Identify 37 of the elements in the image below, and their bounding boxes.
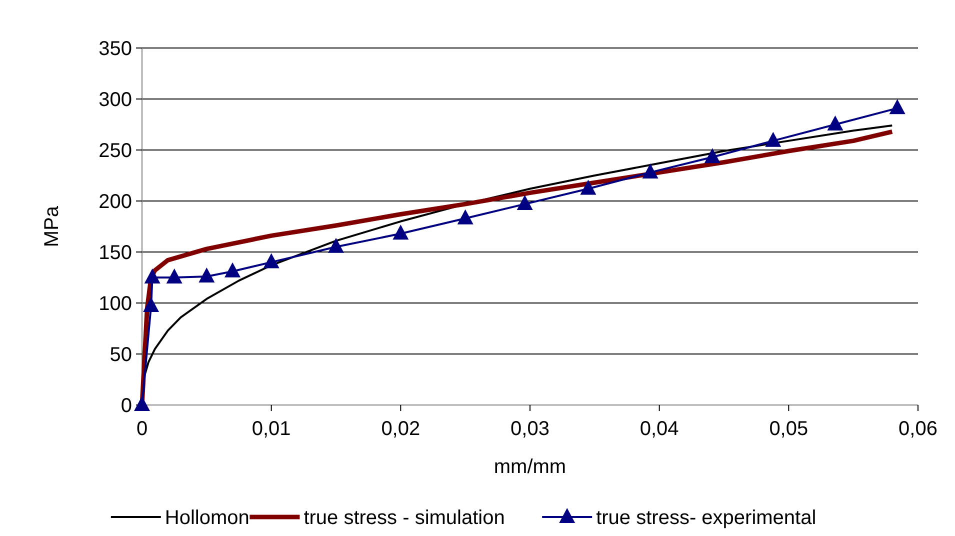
y-tick-label: 200: [98, 191, 132, 213]
y-tick-label: 0: [120, 395, 132, 417]
point: [166, 268, 182, 284]
x-tick-label: 0,01: [252, 418, 291, 440]
x-tick-label: 0: [136, 418, 148, 440]
point: [143, 297, 160, 312]
y-tick-label: 350: [98, 38, 132, 60]
x-tick-label: 0,02: [381, 418, 420, 440]
point: [328, 238, 344, 253]
point: [516, 195, 533, 210]
point: [827, 116, 844, 130]
y-tick-label: 300: [98, 89, 132, 111]
y-axis-title: MPa: [41, 205, 63, 248]
point: [198, 267, 215, 282]
point: [134, 396, 150, 411]
legend-label: Hollomon: [164, 507, 250, 529]
legend-label: true stress- experimental: [596, 507, 816, 529]
point: [457, 209, 474, 224]
point: [642, 163, 658, 178]
x-tick-label: 0,03: [510, 418, 550, 440]
point: [144, 268, 160, 284]
y-tick-label: 150: [98, 242, 132, 264]
y-tick-label: 50: [110, 344, 132, 366]
point: [889, 99, 906, 114]
x-axis-title: mm/mm: [494, 456, 566, 478]
legend-label: true stress - simulation: [304, 507, 505, 529]
point: [765, 132, 782, 147]
point: [704, 148, 720, 164]
point: [263, 253, 280, 268]
y-tick-label: 250: [98, 140, 132, 162]
point: [392, 224, 409, 240]
x-tick-label: 0,06: [898, 418, 938, 440]
x-tick-label: 0,05: [769, 418, 808, 440]
y-tick-label: 100: [98, 293, 132, 315]
point: [580, 180, 596, 195]
point: [224, 262, 241, 278]
x-tick-label: 0,04: [640, 418, 679, 440]
